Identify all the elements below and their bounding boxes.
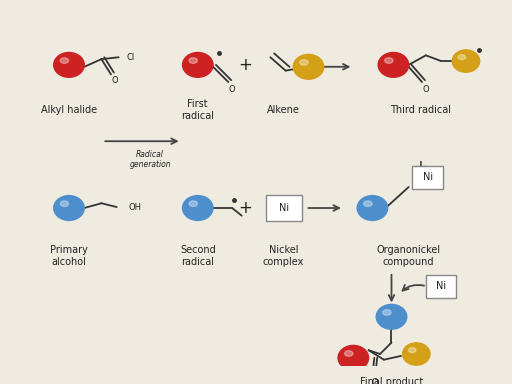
Ellipse shape: [60, 58, 69, 63]
Ellipse shape: [54, 195, 84, 220]
Text: O: O: [422, 85, 429, 94]
Ellipse shape: [54, 53, 84, 77]
Text: First
radical: First radical: [181, 99, 215, 121]
Ellipse shape: [364, 201, 372, 207]
Ellipse shape: [458, 55, 465, 60]
Text: Alkene: Alkene: [267, 105, 300, 115]
Ellipse shape: [300, 60, 308, 65]
Ellipse shape: [60, 201, 69, 207]
Text: +: +: [413, 158, 427, 176]
Ellipse shape: [376, 305, 407, 329]
Ellipse shape: [338, 346, 369, 370]
Text: Third radical: Third radical: [390, 105, 451, 115]
Text: O: O: [229, 85, 236, 94]
Text: +: +: [239, 199, 252, 217]
Ellipse shape: [402, 343, 430, 365]
FancyBboxPatch shape: [266, 195, 302, 221]
Text: Primary
alcohol: Primary alcohol: [50, 245, 88, 266]
Text: Alkyl halide: Alkyl halide: [41, 105, 97, 115]
Text: Radical
generation: Radical generation: [129, 150, 171, 169]
Ellipse shape: [293, 55, 324, 79]
Ellipse shape: [182, 195, 213, 220]
Text: Second
radical: Second radical: [180, 245, 216, 266]
Text: Ni: Ni: [436, 281, 446, 291]
Ellipse shape: [409, 348, 416, 353]
Ellipse shape: [378, 53, 409, 77]
FancyBboxPatch shape: [413, 166, 443, 189]
Text: OH: OH: [128, 202, 141, 212]
Ellipse shape: [189, 58, 198, 63]
Text: Nickel
complex: Nickel complex: [263, 245, 304, 266]
FancyBboxPatch shape: [426, 275, 456, 298]
Ellipse shape: [452, 50, 480, 72]
Text: Organonickel
compound: Organonickel compound: [377, 245, 441, 266]
Ellipse shape: [189, 201, 198, 207]
Text: Cl: Cl: [126, 53, 135, 62]
Text: Ni: Ni: [423, 172, 433, 182]
Text: +: +: [239, 56, 252, 74]
Ellipse shape: [357, 195, 388, 220]
Ellipse shape: [345, 351, 353, 356]
Ellipse shape: [385, 58, 393, 63]
Text: Ni: Ni: [279, 203, 289, 213]
Text: Final product: Final product: [360, 377, 423, 384]
Text: O: O: [371, 378, 378, 384]
Ellipse shape: [382, 310, 391, 315]
Ellipse shape: [182, 53, 213, 77]
Text: O: O: [112, 76, 118, 84]
